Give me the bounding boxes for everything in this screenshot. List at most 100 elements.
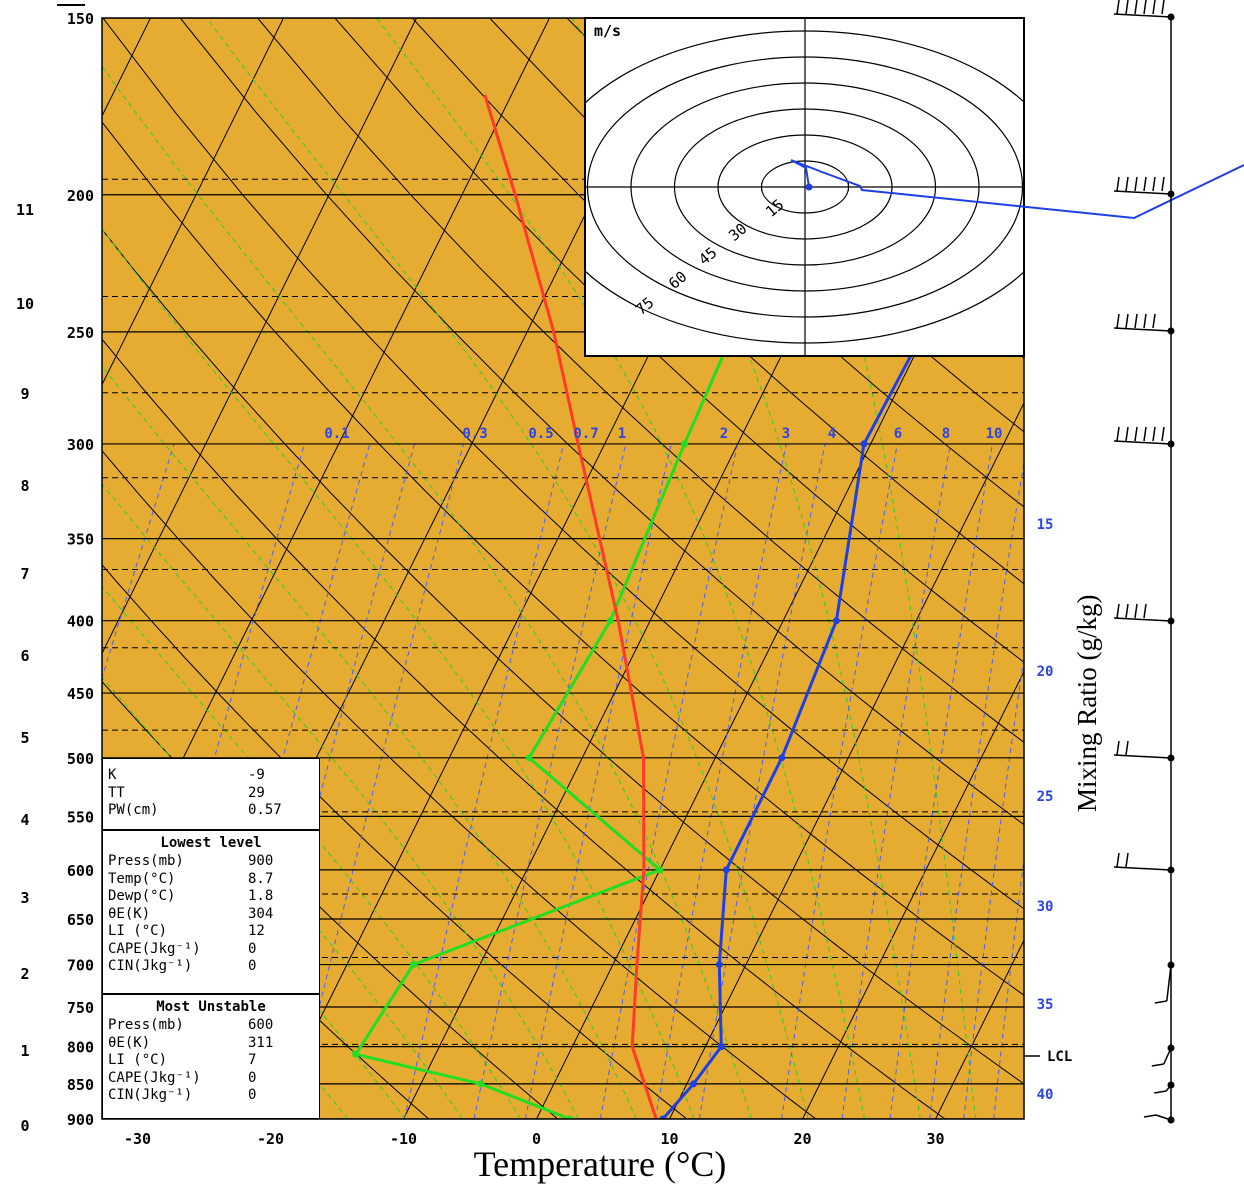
wind-barb-feather [1143,313,1147,329]
pressure-tick-label: 200 [67,187,94,205]
series-point-dewpoint [477,1080,485,1088]
wind-barb-feather [1125,176,1129,192]
lowest-row: Temp(°C) 8.7 [103,871,319,889]
height-km-label: 7 [20,565,29,583]
wind-barb-feather [1125,603,1129,619]
moist-adiabat-line [571,18,921,1119]
wind-barb-feather [1143,176,1147,192]
wind-barb [1113,176,1175,198]
series-point-dewpoint [680,440,688,448]
mixing-ratio-side-label: 40 [1037,1087,1054,1103]
index-value: -9 [248,767,265,783]
wind-barb [1113,852,1175,874]
temperature-tick-label: 30 [926,1130,944,1148]
wind-barb-feather [1134,0,1138,15]
pressure-tick-label: 600 [67,862,94,880]
wind-barb-feather [1143,603,1147,619]
wind-barb-shaft [1155,1114,1172,1121]
index-label: PW(cm) [108,802,159,818]
series-point-temperature [690,1080,698,1088]
unstable-row: LI (°C) 7 [103,1052,319,1070]
wind-barb-feather [1116,426,1120,442]
wind-barb-feather [1116,0,1120,15]
dry-adiabat-line [102,338,946,1119]
isotherm-line [102,18,550,924]
pressure-tick-label: 800 [67,1039,94,1057]
series-point-temperature [1042,15,1049,22]
temperature-tick-label: 10 [660,1130,678,1148]
wind-barb-feather [1143,1114,1157,1118]
wind-barb-feather [1116,603,1120,619]
moist-adiabat-line [102,585,521,1119]
lowest-label: Dewp(°C) [108,888,176,904]
mixing-ratio-top-label: 1 [618,426,626,442]
pressure-tick-label: 700 [67,957,94,975]
wind-barb [1151,1044,1175,1067]
lowest-label: Press(mb) [108,853,184,869]
temperature-tick-label: 0 [532,1130,541,1148]
series-point-temperature [860,440,868,448]
wind-barb-feather [1125,313,1129,329]
wind-barb-feather [1161,176,1165,192]
series-point-temperature [717,1043,725,1051]
isotherm-line [1069,18,1244,1119]
temperature-tick-label: -30 [124,1130,151,1148]
unstable-row: θE(K) 311 [103,1035,319,1053]
lowest-row: LI (°C) 12 [103,923,319,941]
dry-adiabat-line [566,18,1024,433]
pressure-tick-label: 550 [67,808,94,826]
unstable-value: 7 [248,1052,257,1068]
mixing-ratio-top-label: 0.7 [573,426,598,442]
wind-barb-feather [1125,740,1129,756]
wind-barb-feather [1154,1000,1167,1004]
pressure-tick-label: 300 [67,436,94,454]
most-unstable-title: Most Unstable [156,999,266,1015]
most-unstable-box: Most Unstable Press(mb) 600 θE(K) 311 LI (… [102,994,320,1119]
unstable-row: CAPE(Jkg⁻¹) 0 [103,1070,319,1088]
unstable-label: Press(mb) [108,1017,184,1033]
pressure-tick-label: 250 [67,324,94,342]
isotherm-line [102,18,284,386]
lowest-label: CIN(Jkg⁻¹) [108,958,193,974]
dry-adiabat-line [102,449,817,1119]
height-km-label: 10 [16,295,34,313]
unstable-value: 0 [248,1087,257,1103]
plot-frame [101,17,1025,1120]
wind-barb-shaft [1165,1084,1172,1092]
temperature-tick-label: 20 [793,1130,811,1148]
wind-barb-shaft [1163,1047,1172,1065]
lowest-value: 0 [248,958,257,974]
index-value: 29 [248,784,265,801]
wind-barb-feather [1125,0,1129,15]
mixing-ratio-side-label: 25 [1037,789,1054,805]
stability-indices-box: K -9 TT 29 PW(cm) 0.57 [102,758,320,830]
unstable-value: 0 [248,1069,257,1086]
lowest-row: Press(mb) 900 [103,853,319,871]
series-point-dewpoint [409,961,417,969]
unstable-value: 311 [248,1034,274,1051]
dry-adiabat-line [257,18,1024,744]
wind-barb-shaft [1113,327,1172,332]
index-label: TT [108,784,125,801]
series-point-temperature [659,1115,667,1119]
wind-barb-feather [1116,176,1120,192]
mixing-ratio-top-label: 10 [986,426,1003,442]
index-row-k: K -9 [103,767,319,785]
mixing-ratio-top-label: 0.3 [462,426,487,442]
unstable-label: LI (°C) [108,1052,168,1068]
lcl-label: LCL [1047,1049,1072,1065]
moist-adiabat-line [206,18,809,1119]
wind-barb-feather [1134,313,1138,329]
pressure-tick-label: 650 [67,911,94,929]
mixing-ratio-top-label: 8 [942,426,950,442]
wind-barb-feather [1116,313,1120,329]
wind-barb-feather [1134,176,1138,192]
lowest-label: LI (°C) [108,923,168,939]
wind-barb-shaft [1113,13,1172,18]
wind-barb-shaft [1113,617,1172,622]
lowest-label: θE(K) [108,905,151,922]
hodograph-unit-label: m/s [594,22,621,40]
wind-barb-feather [1116,852,1120,868]
wind-barb [1113,603,1175,625]
pressure-tick-label: 450 [67,685,94,703]
